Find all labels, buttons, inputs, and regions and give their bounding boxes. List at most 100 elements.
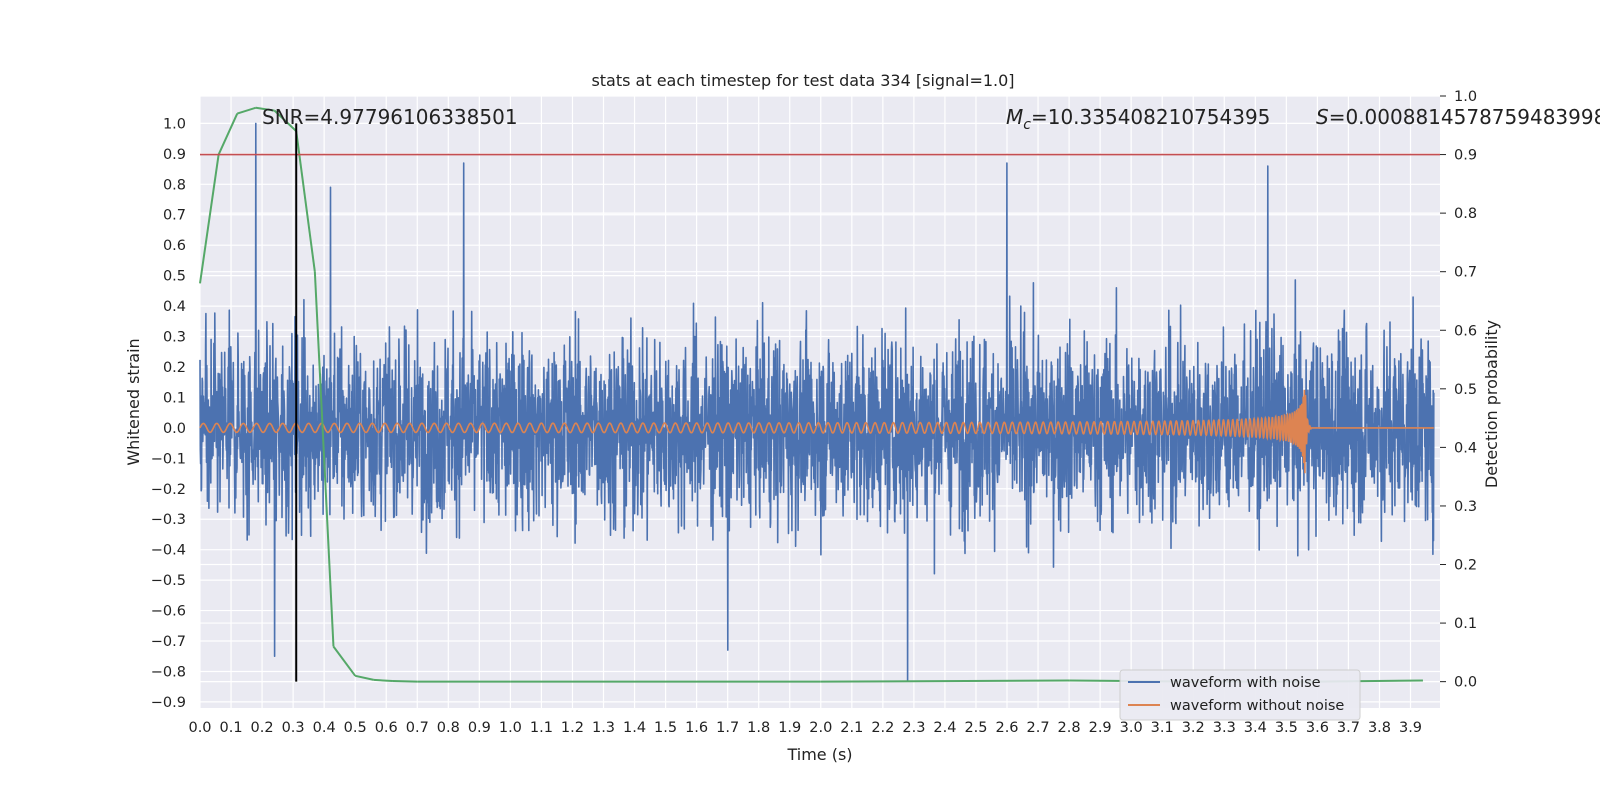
y-tick-label: −0.5 [151, 573, 186, 589]
y-tick-label: 0.1 [163, 390, 186, 406]
x-tick-label: 1.9 [778, 720, 801, 736]
x-tick-label: 2.0 [809, 720, 832, 736]
mc-subscript: c [1023, 117, 1031, 133]
y2-tick-label: 0.0 [1454, 675, 1477, 691]
y-tick-label: −0.3 [151, 512, 186, 528]
x-tick-label: 1.2 [561, 720, 584, 736]
x-tick-label: 0.8 [437, 720, 460, 736]
x-tick-label: 2.8 [1058, 720, 1081, 736]
y2-axis-ticks: 1.0 0.9 0.8 0.7 0.6 0.5 0.4 0.3 0.2 0.1 0.0 [1440, 89, 1477, 691]
y2-tick-label: 0.2 [1454, 558, 1477, 574]
y-tick-label: 0.3 [163, 330, 186, 346]
x-tick-label: 1.1 [530, 720, 553, 736]
y-tick-label: 0.6 [163, 238, 186, 254]
reference-lines [200, 123, 1440, 682]
x-tick-label: 0.7 [406, 720, 429, 736]
probability-segment [255, 106, 275, 112]
y2-tick-label: 0.3 [1454, 499, 1477, 515]
x-tick-label: 2.2 [871, 720, 894, 736]
chart-title: stats at each timestep for test data 334… [591, 71, 1014, 90]
x-tick-label: 2.6 [995, 720, 1018, 736]
y-tick-label: 0.8 [163, 177, 186, 193]
y-axis-label: Whitened strain [124, 338, 143, 465]
y-tick-label: −0.7 [151, 634, 186, 650]
x-tick-label: 2.1 [840, 720, 863, 736]
x-tick-label: 3.2 [1182, 720, 1205, 736]
y2-tick-label: 1.0 [1454, 89, 1477, 105]
y2-tick-label: 0.7 [1454, 265, 1477, 281]
y-tick-label: 0.7 [163, 208, 186, 224]
y-axis-ticks: 1.0 0.9 0.8 0.7 0.6 0.5 0.4 0.3 0.2 0.1 0.0 −0.1 −0.… [151, 116, 186, 711]
y-tick-label: 0.9 [163, 147, 186, 163]
y2-tick-label: 0.6 [1454, 323, 1477, 339]
x-tick-label: 0.2 [251, 720, 274, 736]
x-axis-ticks: 0.0 0.1 0.2 0.3 0.4 0.5 0.6 0.7 0.8 0.9 1.0 1.1 1.2 1… [188, 720, 1422, 736]
y-tick-label: −0.8 [151, 664, 186, 680]
s-annotation: S=0.0008814578759483998 [1316, 105, 1600, 129]
probability-segment [273, 109, 297, 132]
y-tick-label: −0.4 [151, 543, 186, 559]
x-axis-label: Time (s) [786, 745, 852, 764]
probability-segment [373, 678, 393, 683]
probability-segment [199, 154, 220, 284]
x-tick-label: 1.3 [592, 720, 615, 736]
x-tick-label: 1.7 [716, 720, 739, 736]
x-tick-label: 2.9 [1089, 720, 1112, 736]
x-tick-label: 0.3 [282, 720, 305, 736]
x-tick-label: 0.5 [344, 720, 367, 736]
legend-label-clean: waveform without noise [1170, 698, 1344, 714]
waveform-with-noise-line [199, 122, 1435, 682]
x-tick-label: 1.0 [499, 720, 522, 736]
mc-symbol: M [1006, 105, 1023, 129]
x-tick-label: 3.8 [1368, 720, 1391, 736]
x-tick-label: 3.5 [1275, 720, 1298, 736]
y2-tick-label: 0.8 [1454, 206, 1477, 222]
y2-tick-label: 0.9 [1454, 148, 1477, 164]
y2-tick-label: 0.4 [1454, 440, 1477, 456]
legend-box [1119, 669, 1361, 721]
waveform-without-noise-line [199, 389, 1434, 474]
probability-segment [217, 113, 239, 155]
x-tick-label: 1.4 [623, 720, 646, 736]
x-tick-label: 1.8 [747, 720, 770, 736]
mc-value: =10.335408210754395 [1031, 105, 1270, 129]
x-tick-label: 0.1 [220, 720, 243, 736]
y-tick-label: 0.5 [163, 269, 186, 285]
x-tick-label: 2.3 [902, 720, 925, 736]
y-tick-label: −0.6 [151, 604, 186, 620]
y-tick-label: −0.1 [151, 451, 186, 467]
x-tick-label: 2.4 [933, 720, 956, 736]
x-tick-label: 1.5 [654, 720, 677, 736]
probability-segment [236, 106, 257, 115]
probability-segment [354, 674, 375, 681]
x-tick-label: 2.7 [1027, 720, 1050, 736]
series-waveform-without-noise [199, 389, 1434, 474]
x-tick-label: 3.0 [1120, 720, 1143, 736]
x-tick-label: 3.1 [1151, 720, 1174, 736]
x-tick-label: 0.0 [188, 720, 211, 736]
probability-segment [313, 271, 335, 647]
y-tick-label: 0.2 [163, 360, 186, 376]
y-tick-label: −0.2 [151, 482, 186, 498]
x-tick-label: 3.9 [1399, 720, 1422, 736]
y-tick-label: 0.0 [163, 421, 186, 437]
y-tick-label: 0.4 [163, 299, 186, 315]
x-tick-label: 0.6 [375, 720, 398, 736]
probability-segment [332, 645, 356, 677]
x-tick-label: 1.6 [685, 720, 708, 736]
snr-annotation: SNR=4.97796106338501 [262, 105, 518, 129]
y2-axis-label: Detection probability [1482, 320, 1501, 488]
x-tick-label: 0.4 [313, 720, 336, 736]
series-waveform-with-noise [199, 122, 1435, 682]
legend-label-noise: waveform with noise [1170, 675, 1321, 691]
s-symbol: S [1316, 105, 1329, 129]
x-tick-label: 3.3 [1213, 720, 1236, 736]
y2-tick-label: 0.5 [1454, 382, 1477, 398]
x-tick-label: 3.4 [1244, 720, 1267, 736]
y2-tick-label: 0.1 [1454, 616, 1477, 632]
probability-segment [820, 679, 1070, 683]
x-tick-label: 0.9 [468, 720, 491, 736]
legend: waveform with noise waveform without noi… [1119, 669, 1361, 721]
y-tick-label: −0.9 [151, 695, 186, 711]
